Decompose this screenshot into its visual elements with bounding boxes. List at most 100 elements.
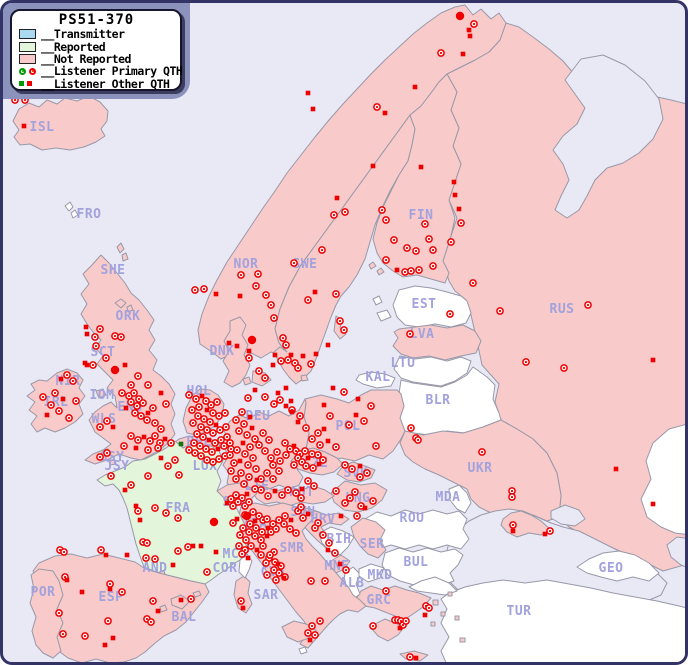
listener-primary-qth-marker: [415, 266, 423, 274]
listener-primary-qth-marker: [402, 617, 410, 625]
region-fro: [70, 209, 79, 219]
listener-other-qth-marker: [224, 500, 230, 506]
listener-primary-qth-marker: [280, 520, 288, 528]
listener-primary-qth-marker: [103, 449, 111, 457]
listener-other-qth-marker: [240, 605, 246, 611]
listener-primary-qth-marker: [258, 528, 266, 536]
listener-primary-qth-marker: [276, 457, 284, 465]
listener-primary-qth-marker: [203, 568, 211, 576]
listener-primary-qth-marker: [401, 268, 409, 276]
reported-swatch-icon: [19, 41, 36, 52]
listener-primary-qth-marker: [310, 482, 318, 490]
listener-primary-qth-marker: [103, 417, 111, 425]
listener-other-qth-marker-green: [178, 441, 184, 447]
listener-other-qth-marker: [413, 655, 419, 661]
listener-primary-qth-marker: [302, 462, 310, 470]
transmitter-swatch-icon: [19, 29, 36, 40]
listener-primary-qth-marker: [47, 401, 55, 409]
listener-primary-qth-marker: [127, 432, 135, 440]
listener-primary-qth-marker-large: [242, 511, 252, 521]
listener-primary-qth-marker: [185, 446, 193, 454]
listener-primary-qth-marker: [308, 622, 316, 630]
region-isl: [12, 95, 109, 151]
listener-primary-qth-marker: [223, 433, 231, 441]
listener-other-qth-marker: [145, 410, 151, 416]
region-gb: [80, 254, 176, 465]
listener-other-qth-marker: [124, 552, 130, 558]
listener-primary-qth-marker: [92, 342, 100, 350]
listener-primary-qth-marker: [102, 354, 110, 362]
listener-other-qth-marker: [79, 589, 85, 595]
listener-primary-qth-marker: [281, 439, 289, 447]
listener-other-qth-marker: [338, 513, 344, 519]
listener-primary-qth-marker: [226, 451, 234, 459]
listener-primary-qth-marker: [72, 397, 80, 405]
region-malta: [298, 646, 308, 655]
listener-primary-qth-marker: [167, 439, 175, 447]
listener-primary-qth-marker: [213, 398, 221, 406]
listener-primary-qth-marker: [321, 577, 329, 585]
region-bul: [381, 547, 464, 586]
listener-primary-qth-marker: [143, 416, 151, 424]
listener-primary-qth-marker: [215, 455, 223, 463]
listener-primary-qth-marker: [307, 577, 315, 585]
region-esp: [32, 553, 210, 662]
listener-other-qth-marker: [460, 51, 466, 57]
listener-primary-qth-marker: [127, 381, 135, 389]
listener-primary-qth-marker: [425, 604, 433, 612]
listener-primary-qth-marker: [356, 473, 364, 481]
listener-primary-qth-marker: [217, 436, 225, 444]
listener-primary-qth-marker: [244, 394, 252, 402]
listener-primary-qth-marker: [332, 487, 340, 495]
region-swe: [273, 114, 416, 385]
listener-other-qth-marker: [162, 436, 168, 442]
listener-other-qth-marker: [542, 531, 548, 537]
region-azov: [550, 504, 586, 527]
listener-other-qth-marker: [158, 390, 164, 396]
legend-item-reported: __Reported: [19, 40, 180, 54]
listener-primary-qth-marker: [133, 402, 141, 410]
listener-primary-qth-marker: [290, 461, 298, 469]
listener-other-qth-marker: [213, 291, 219, 297]
listener-other-qth-marker: [288, 352, 294, 358]
listener-primary-qth-marker: [232, 491, 240, 499]
listener-primary-qth-marker: [143, 539, 151, 547]
listener-primary-qth-marker: [272, 525, 280, 533]
listener-primary-qth-marker: [134, 507, 142, 515]
listener-primary-qth-marker: [261, 393, 269, 401]
listener-primary-qth-marker: [55, 609, 63, 617]
listener-primary-qth-marker: [149, 597, 157, 605]
listener-primary-qth-marker: [130, 389, 138, 397]
listener-primary-qth-marker: [261, 447, 269, 455]
listener-other-qth-marker: [510, 528, 516, 534]
listener-primary-qth-marker: [311, 524, 319, 532]
listener-primary-qth-marker: [252, 282, 260, 290]
listener-other-qth-marker: [204, 407, 210, 413]
listener-primary-qth-marker: [281, 512, 289, 520]
listener-primary-qth-marker: [197, 452, 205, 460]
listener-primary-qth-marker: [144, 472, 152, 480]
listener-other-qth-marker: [244, 491, 250, 497]
markers-layer: [11, 11, 656, 661]
listener-other-qth-marker: [226, 340, 232, 346]
listener-primary-qth-marker: [249, 508, 257, 516]
listener-primary-qth-marker: [257, 486, 265, 494]
listener-primary-qth-marker: [304, 629, 312, 637]
listener-primary-qth-marker: [151, 504, 159, 512]
listener-primary-qth-marker: [278, 491, 286, 499]
listener-primary-qth-marker: [208, 448, 216, 456]
listener-primary-qth-marker: [96, 423, 104, 431]
listener-other-qth-marker: [246, 348, 252, 354]
listener-primary-qth-marker: [240, 420, 248, 428]
region-aegean: [430, 621, 436, 627]
region-dnk_islands: [242, 376, 252, 386]
country-label-smr: SMR: [280, 541, 305, 556]
listener-primary-qth-marker: [162, 400, 170, 408]
listener-primary-qth-marker: [319, 456, 327, 464]
listener-primary-qth-marker: [269, 461, 277, 469]
legend-item-transmitter: __Transmitter: [19, 27, 180, 41]
listener-other-qth-marker: [325, 438, 331, 444]
listener-other-qth-marker: [122, 487, 128, 493]
listener-primary-qth-marker: [255, 367, 263, 375]
listener-other-qth-marker: [288, 517, 294, 523]
